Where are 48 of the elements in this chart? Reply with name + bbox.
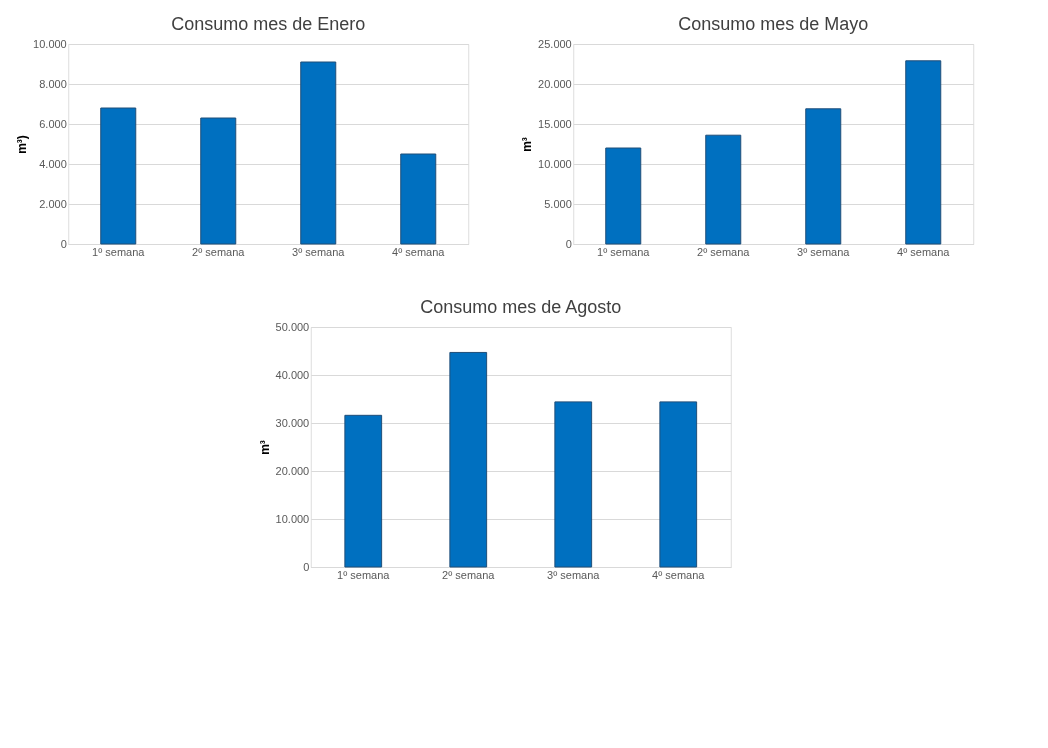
- x-tick-label: 1º semana: [337, 568, 391, 581]
- bar: [200, 117, 237, 245]
- bar: [805, 108, 842, 245]
- bar: [300, 61, 337, 245]
- x-tick-label: 3º semana: [547, 568, 601, 581]
- y-tick-label: 50.000: [275, 320, 310, 333]
- y-axis-title: m³: [520, 137, 535, 152]
- bar: [554, 401, 593, 568]
- y-axis-title: m³): [15, 135, 30, 154]
- y-tick-label: 2.000: [39, 197, 67, 210]
- y-tick-label: 10.000: [538, 157, 572, 170]
- bar: [449, 351, 488, 568]
- y-tick-label: 20.000: [275, 464, 310, 477]
- bar: [905, 60, 942, 245]
- bar: [400, 153, 437, 245]
- y-tick-label: 25.000: [538, 37, 572, 50]
- x-tick-label: 1º semana: [92, 245, 146, 258]
- chart-title: Consumo mes de Mayo: [678, 14, 869, 34]
- x-tick-label: 2º semana: [192, 245, 246, 258]
- y-tick-label: 10.000: [275, 512, 310, 525]
- y-tick-label: 0: [565, 237, 572, 250]
- x-tick-label: 1º semana: [597, 245, 651, 258]
- x-tick-label: 2º semana: [442, 568, 496, 581]
- x-tick-label: 3º semana: [292, 245, 346, 258]
- y-tick-label: 20.000: [538, 77, 572, 90]
- chart-title: Consumo mes de Agosto: [420, 297, 622, 317]
- chart-title: Consumo mes de Enero: [171, 14, 366, 34]
- x-tick-label: 3º semana: [797, 245, 851, 258]
- y-tick-label: 4.000: [39, 157, 67, 170]
- x-tick-label: 4º semana: [897, 245, 951, 258]
- bar: [605, 147, 642, 245]
- x-tick-label: 4º semana: [652, 568, 706, 581]
- x-tick-label: 2º semana: [697, 245, 751, 258]
- y-tick-label: 0: [60, 237, 67, 250]
- bar: [344, 414, 383, 568]
- bar: [705, 134, 742, 245]
- y-axis-title: m³: [257, 440, 272, 455]
- y-tick-label: 6.000: [39, 117, 67, 130]
- y-tick-label: 30.000: [275, 416, 310, 429]
- bar: [659, 401, 698, 568]
- y-tick-label: 10.000: [33, 37, 67, 50]
- bar: [100, 107, 137, 245]
- y-tick-label: 15.000: [538, 117, 572, 130]
- y-tick-label: 8.000: [39, 77, 67, 90]
- y-tick-label: 40.000: [275, 368, 310, 381]
- x-tick-label: 4º semana: [392, 245, 446, 258]
- y-tick-label: 5.000: [544, 197, 572, 210]
- y-tick-label: 0: [303, 560, 310, 573]
